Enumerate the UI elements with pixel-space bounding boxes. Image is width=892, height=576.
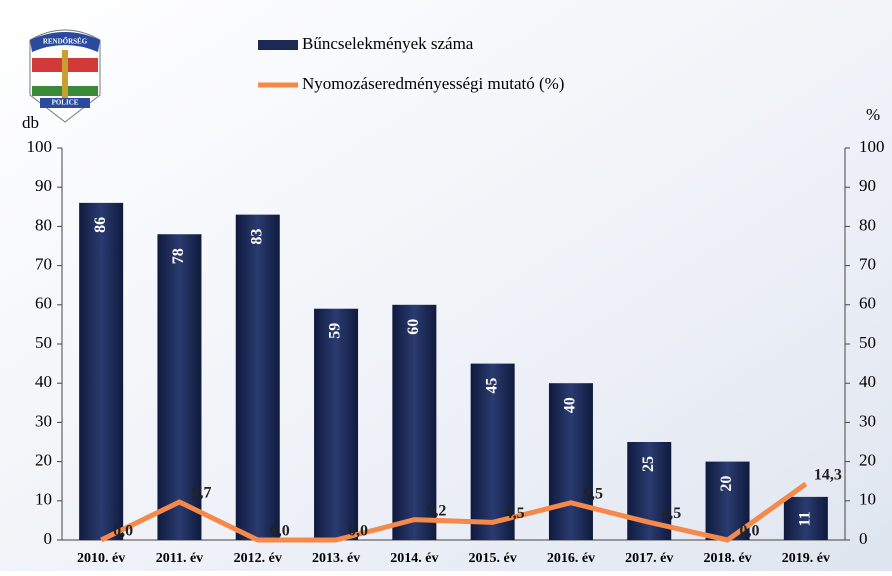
bar-value-label: 11 <box>797 511 814 526</box>
logo-bottom: POLICE <box>52 99 79 107</box>
x-tick-label: 2016. év <box>547 551 595 566</box>
bar <box>157 234 202 541</box>
y-tick-label: 100 <box>27 137 53 156</box>
y2-axis-label: % <box>866 105 880 124</box>
y-axis-label: db <box>22 113 39 132</box>
y-tick-label: 30 <box>35 411 52 430</box>
x-tick-label: 2015. év <box>469 551 517 566</box>
bar-value-label: 83 <box>248 229 265 245</box>
x-tick-label: 2017. év <box>625 551 673 566</box>
bar <box>470 363 515 540</box>
y-tick-label: 0 <box>44 529 53 548</box>
y-tick-label: 80 <box>35 215 52 234</box>
y2-tick-label: 40 <box>859 372 876 391</box>
x-tick-label: 2012. év <box>234 551 282 566</box>
bar-value-label: 25 <box>640 456 657 472</box>
line-value-label: 0,0 <box>740 523 760 540</box>
bar <box>548 383 593 540</box>
y2-tick-label: 20 <box>859 451 876 470</box>
logo-top: RENDŐRSÉG <box>43 38 88 46</box>
legend-label: Bűncselekmények száma <box>302 34 474 53</box>
y-tick-label: 50 <box>35 333 52 352</box>
y-tick-label: 90 <box>35 176 52 195</box>
y-tick-label: 20 <box>35 451 52 470</box>
line-value-label: 4,5 <box>661 505 681 522</box>
line-value-label: 9,5 <box>583 485 603 502</box>
y-tick-label: 40 <box>35 372 52 391</box>
bar-value-label: 60 <box>405 319 422 335</box>
bar-value-label: 86 <box>92 217 109 233</box>
y2-tick-label: 100 <box>859 137 885 156</box>
legend-label: Nyomozáseredményességi mutató (%) <box>302 74 564 93</box>
y2-tick-label: 0 <box>859 529 868 548</box>
bar <box>783 496 828 540</box>
bar-value-label: 45 <box>483 378 500 394</box>
legend-swatch <box>258 40 298 50</box>
y2-tick-label: 80 <box>859 215 876 234</box>
y2-tick-label: 50 <box>859 333 876 352</box>
y-tick-label: 10 <box>35 490 52 509</box>
x-tick-label: 2014. év <box>390 551 438 566</box>
line <box>100 481 808 543</box>
bar <box>314 308 359 540</box>
line-value-label: 5,2 <box>426 502 446 519</box>
line-value-label: 0,0 <box>113 523 133 540</box>
y2-tick-label: 90 <box>859 176 876 195</box>
x-tick-label: 2018. év <box>703 551 751 566</box>
y2-tick-label: 70 <box>859 255 876 274</box>
y-tick-label: 60 <box>35 294 52 313</box>
bar <box>392 304 437 540</box>
x-tick-label: 2019. év <box>782 551 830 566</box>
y-tick-label: 70 <box>35 255 52 274</box>
line-value-label: 0,0 <box>348 523 368 540</box>
bar-value-label: 40 <box>562 397 579 413</box>
y2-tick-label: 60 <box>859 294 876 313</box>
line-value-label: 0,0 <box>270 523 290 540</box>
bar <box>79 202 124 540</box>
line-value-label: 14,3 <box>814 467 842 484</box>
y2-tick-label: 30 <box>859 411 876 430</box>
x-tick-label: 2010. év <box>77 551 125 566</box>
bar-value-label: 59 <box>327 323 344 339</box>
logo: RENDŐRSÉG POLICE <box>29 29 101 123</box>
bar <box>235 214 280 540</box>
x-tick-label: 2011. év <box>156 551 203 566</box>
line-value-label: 9,7 <box>191 485 211 502</box>
x-tick-label: 2013. év <box>312 551 360 566</box>
y2-tick-label: 10 <box>859 490 876 509</box>
bar-value-label: 78 <box>170 248 187 264</box>
line-value-label: 4,5 <box>505 505 525 522</box>
bar-value-label: 20 <box>718 476 735 492</box>
